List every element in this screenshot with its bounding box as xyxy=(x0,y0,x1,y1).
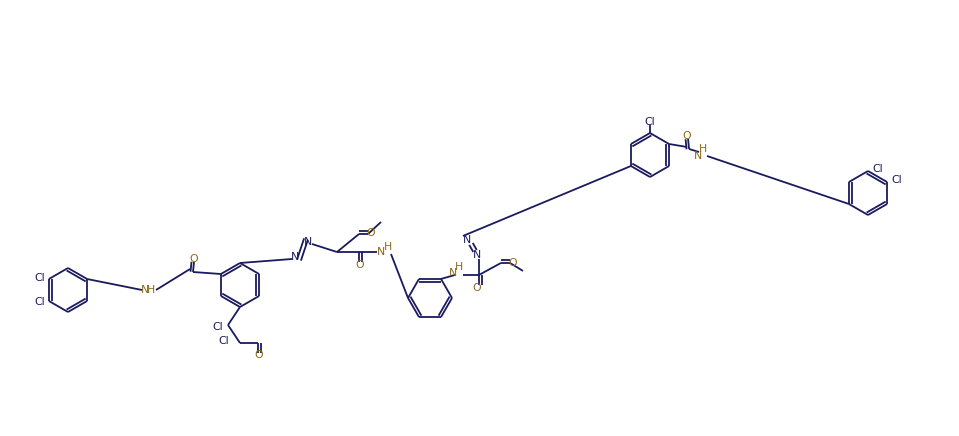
Text: N: N xyxy=(449,268,457,278)
Text: Cl: Cl xyxy=(219,336,229,346)
Text: Cl: Cl xyxy=(35,297,45,307)
Text: Cl: Cl xyxy=(213,322,223,332)
Text: N: N xyxy=(463,235,471,245)
Text: N: N xyxy=(377,247,386,257)
Text: O: O xyxy=(356,260,364,270)
Text: H: H xyxy=(699,144,707,154)
Text: Cl: Cl xyxy=(873,164,883,174)
Text: Cl: Cl xyxy=(892,175,902,185)
Text: N: N xyxy=(291,252,299,262)
Text: H: H xyxy=(455,262,463,272)
Text: N: N xyxy=(694,151,702,161)
Text: Cl: Cl xyxy=(644,117,655,127)
Text: O: O xyxy=(473,283,481,293)
Text: N: N xyxy=(304,237,312,247)
Text: N: N xyxy=(141,285,150,295)
Text: H: H xyxy=(384,242,392,252)
Text: O: O xyxy=(255,350,264,360)
Text: O: O xyxy=(190,254,199,264)
Text: O: O xyxy=(366,228,375,238)
Text: O: O xyxy=(508,258,517,268)
Text: O: O xyxy=(683,131,691,141)
Text: N: N xyxy=(473,250,481,260)
Text: H: H xyxy=(147,285,155,295)
Text: Cl: Cl xyxy=(35,273,45,283)
